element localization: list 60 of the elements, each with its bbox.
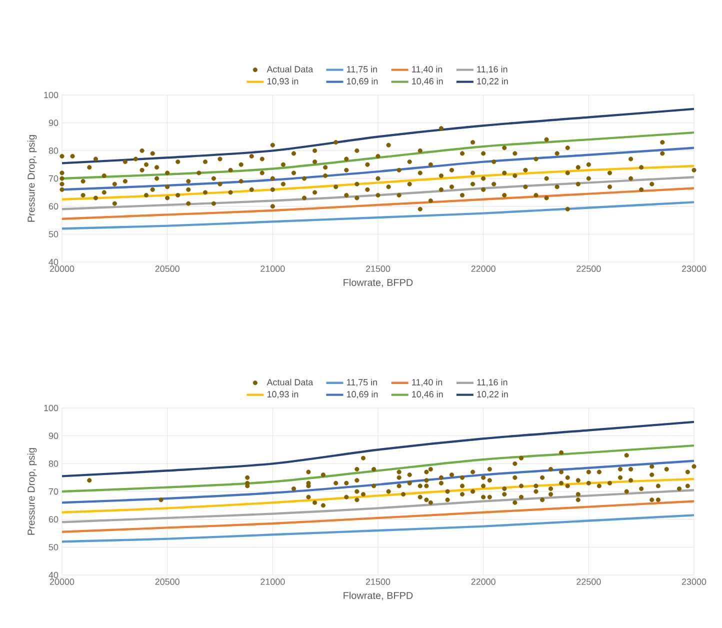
x-axis-title: Flowrate, BFPD	[344, 278, 413, 288]
legend-label: 11,16 in	[477, 378, 508, 386]
y-tick-label: 50	[48, 544, 58, 550]
y-axis-title: Pressure Drop, psig	[27, 135, 37, 222]
y-tick-label: 50	[48, 230, 58, 238]
y-tick-label: 40	[48, 572, 58, 578]
y-tick-label: 60	[48, 516, 58, 523]
y-tick-label: 100	[44, 404, 58, 412]
y-tick-label: 80	[48, 460, 58, 467]
x-axis-title: Flowrate, BFPD	[344, 592, 413, 600]
legend-label: 10,69 in	[347, 78, 378, 86]
line-series	[62, 164, 694, 200]
line-series	[62, 460, 694, 504]
legend-label: 11,40 in	[412, 66, 442, 74]
y-tick-label: 90	[48, 432, 58, 440]
x-tick-label: 21500	[366, 578, 390, 585]
x-tick-label: 21500	[366, 266, 390, 272]
legend-label: 10,22 in	[477, 78, 508, 86]
legend-label: 11,75 in	[347, 66, 377, 74]
legend-label: Actual Data	[266, 66, 314, 72]
x-tick-label: 20000	[50, 578, 74, 585]
legend-label: 10,46 in	[412, 390, 443, 398]
legend-label: 10,22 in	[477, 390, 508, 398]
x-tick-label: 21000	[260, 266, 285, 272]
legend-label: 10,69 in	[347, 390, 378, 398]
legend-label: 11,16 in	[477, 66, 508, 74]
legend-label: Actual Data	[266, 378, 314, 386]
x-tick-label: 22500	[576, 578, 601, 585]
x-tick-label: 22000	[471, 578, 496, 585]
x-tick-label: 20500	[155, 266, 180, 272]
y-tick-label: 60	[48, 203, 58, 210]
line-series	[62, 489, 694, 524]
y-tick-label: 80	[48, 147, 58, 154]
y-tick-label: 40	[48, 258, 58, 266]
y-tick-label: 90	[48, 120, 58, 126]
legend-label: 11,75 in	[347, 378, 377, 386]
x-tick-label: 21000	[260, 578, 285, 585]
line-series	[62, 500, 694, 533]
legend-label: 10,93 in	[267, 390, 298, 398]
line-series	[62, 444, 694, 493]
y-tick-label: 70	[48, 175, 58, 182]
x-tick-label: 23000	[682, 266, 706, 272]
line-series	[62, 108, 694, 164]
y-tick-label: 70	[48, 488, 58, 495]
legend-label: 11,40 in	[412, 378, 442, 386]
x-tick-label: 22500	[576, 266, 601, 272]
legend-label: 10,93 in	[267, 78, 298, 86]
line-series	[62, 514, 694, 543]
y-axis-title: Pressure Drop, psig	[27, 448, 37, 535]
x-tick-label: 23000	[682, 578, 706, 585]
line-series	[62, 478, 694, 514]
line-series	[62, 420, 694, 478]
line-series	[62, 201, 694, 230]
line-series	[62, 187, 694, 220]
x-tick-label: 22000	[471, 266, 496, 272]
y-tick-label: 100	[44, 92, 58, 98]
x-tick-label: 20000	[50, 266, 74, 272]
legend-label: 10,46 in	[412, 78, 443, 86]
x-tick-label: 20500	[155, 578, 180, 585]
line-series	[62, 176, 694, 210]
